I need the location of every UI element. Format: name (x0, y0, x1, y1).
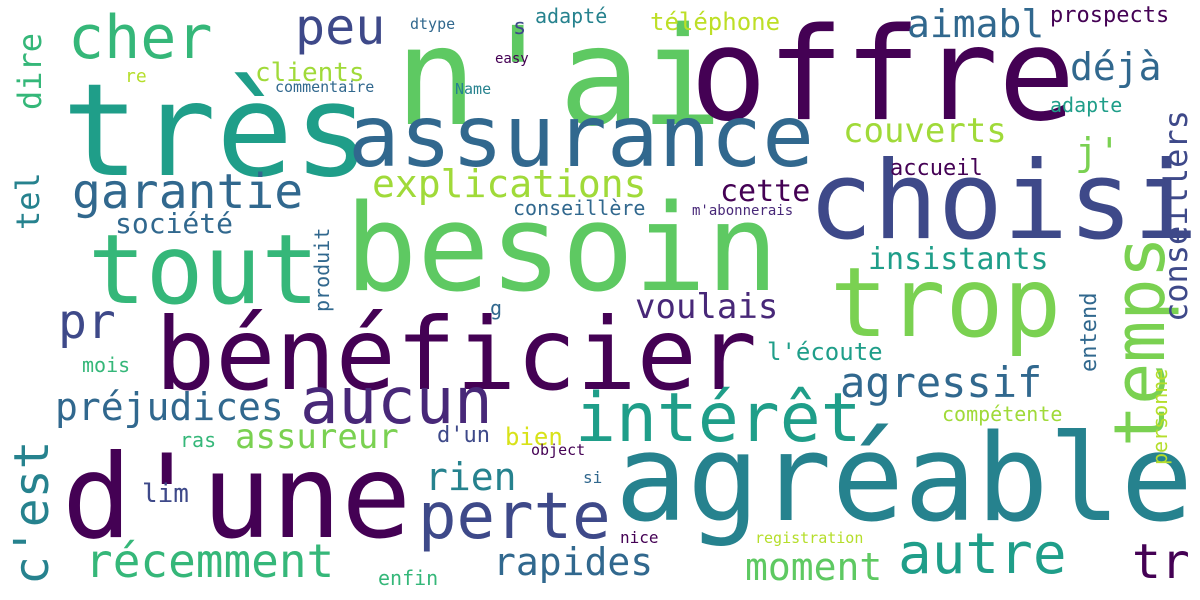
word-dtype: dtype (410, 15, 456, 33)
word-assureur: assureur (235, 417, 399, 457)
word-besoin: besoin (345, 180, 779, 319)
word-cette: cette (720, 174, 811, 209)
word-g: g (490, 296, 503, 320)
word-nice: nice (620, 528, 659, 547)
word-assurance: assurance (348, 87, 814, 187)
word-interet: intérêt (575, 379, 862, 458)
word-si: si (583, 468, 603, 487)
word-prospects: prospects (1050, 3, 1170, 28)
word-conseillers: conseillers (1157, 110, 1195, 322)
word-tres: très (62, 57, 371, 206)
word-re: re (125, 66, 147, 87)
word-name: Name (455, 80, 492, 98)
word-tel: tel (9, 172, 47, 230)
word-agressif: agressif (840, 358, 1043, 407)
word-perte: perte (418, 480, 611, 554)
word-deja: déjà (1070, 45, 1162, 89)
word-aimabl: aimabl (907, 2, 1045, 46)
word-produit: produit (310, 227, 334, 312)
word-aucun: aucun (300, 365, 493, 439)
word-ras: ras (180, 428, 217, 452)
word-societe: société (115, 207, 234, 240)
word-explications: explications (372, 162, 647, 206)
word-dire: dire (11, 32, 49, 110)
word-n-ai: n'ai (395, 0, 723, 157)
word-trop: trop (830, 247, 1062, 359)
word-commentaire: commentaire (275, 78, 375, 96)
word-choisi: choisi (808, 139, 1199, 264)
word-tr: tr (1132, 534, 1190, 590)
word-s: s (513, 15, 527, 40)
word-couverts: couverts (843, 111, 1007, 151)
word-object: object (531, 441, 586, 459)
word-peu: peu (295, 0, 386, 56)
word-personne: personne (1148, 368, 1172, 465)
word-moment: moment (745, 545, 883, 589)
word-autre: autre (898, 522, 1067, 587)
word-lim: lim (142, 479, 189, 509)
word-garantie: garantie (72, 164, 304, 220)
word-competente: compétente (942, 402, 1063, 426)
word-d-une: d'une (62, 430, 412, 565)
word-mois: mois (82, 353, 131, 377)
word-voulais: voulais (635, 287, 779, 327)
word-rapides: rapides (493, 540, 654, 584)
word-cher: cher (68, 3, 213, 73)
word-enfin: enfin (378, 566, 439, 590)
word-recemment: récemment (85, 534, 335, 588)
word-rien: rien (425, 455, 517, 499)
word-accueil: accueil (890, 156, 983, 181)
word-agreable: agréable (615, 410, 1193, 549)
word-c-est-l-app: c'est (4, 440, 60, 586)
word-beneficier: bénéficier (155, 296, 758, 413)
word-bien: bien (505, 423, 563, 451)
word-registration: registration (755, 529, 864, 547)
word-l-ecoute: l'écoute (767, 338, 883, 366)
word-conseillere: conseillère (513, 196, 646, 220)
word-j: j' (1075, 130, 1121, 174)
word-offre: offre (690, 1, 1076, 150)
word-easy: easy (495, 51, 529, 67)
word-adapte-acc: adapté (535, 4, 608, 28)
word-pr: pr (58, 294, 116, 350)
word-adapte: adapte (1050, 93, 1123, 117)
word-telephone: téléphone (650, 8, 781, 36)
word-tout: tout (88, 214, 320, 326)
word-prejudices: préjudices (55, 385, 284, 429)
word-entend: entend (1077, 292, 1102, 372)
word-clients: clients (255, 58, 365, 88)
word-m-abonnerais: m'abonnerais (692, 203, 794, 219)
word-insistants: insistants (868, 242, 1049, 277)
word-d-un: d'un (437, 423, 490, 448)
